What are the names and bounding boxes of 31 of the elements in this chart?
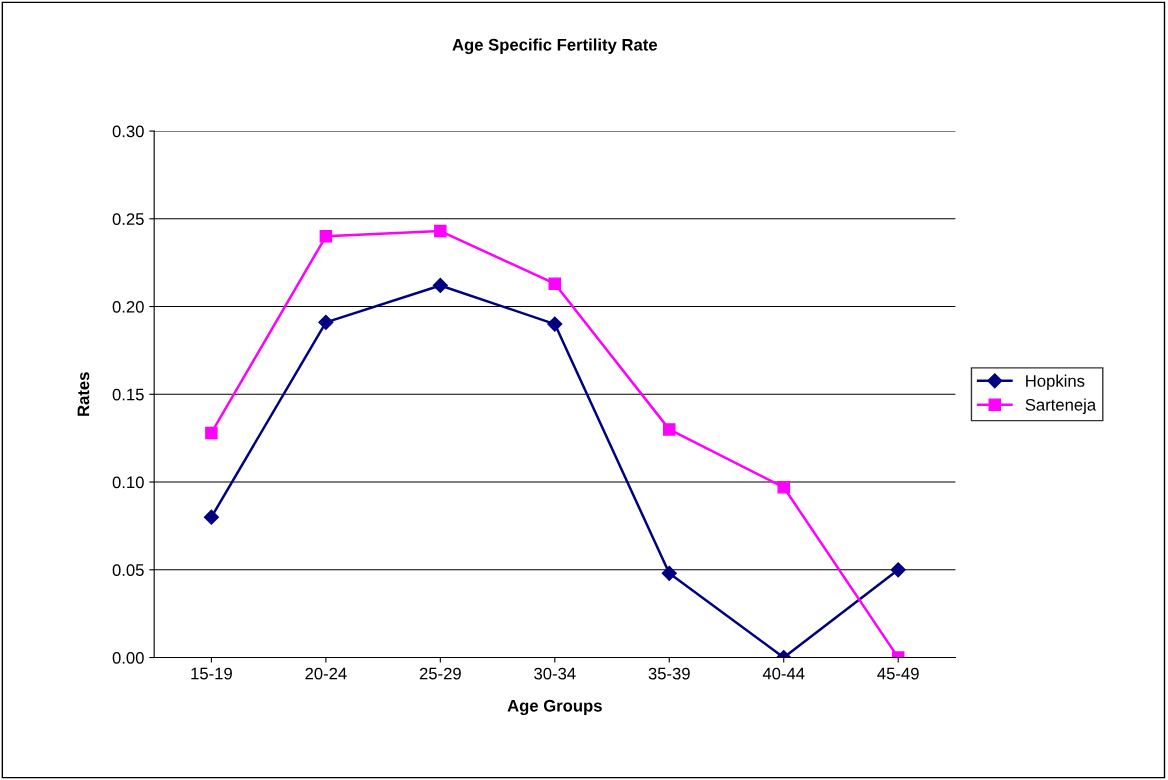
y-tick-label: 0.10 [112,476,144,489]
x-tick-label: 40-44 [762,667,805,680]
y-tick-label: 0.15 [112,388,144,401]
point [205,426,218,440]
point [548,277,562,290]
x-tick-label: 15-19 [191,667,232,680]
point [663,423,676,436]
point [319,230,333,243]
y-tick-label: 0.00 [112,651,144,664]
point [547,316,563,332]
point [890,562,906,578]
x-axis-title: Age Groups [507,699,602,715]
point [661,565,677,581]
y-tick-label: 0.05 [112,564,144,576]
point [434,224,447,238]
point [777,481,790,494]
x-tick-label: 30-34 [534,667,576,680]
y-tick-label: 0.20 [112,300,144,313]
x-tick-label: 25-29 [419,667,461,680]
point [203,509,219,525]
y-tick-label: 0.30 [112,125,144,138]
y-tick-label: 0.25 [112,213,144,225]
legend-label: Sarteneja [1025,398,1097,414]
x-tick-label: 20-24 [305,667,347,680]
chart-title: Age Specific Fertility Rate [452,38,658,55]
x-tick-label: 45-49 [877,667,919,680]
y-axis-title: Rates [77,372,90,416]
legend-label: Hopkins [1026,374,1085,391]
point [432,277,448,294]
x-tick-label: 35-39 [648,667,690,680]
point [318,314,334,330]
